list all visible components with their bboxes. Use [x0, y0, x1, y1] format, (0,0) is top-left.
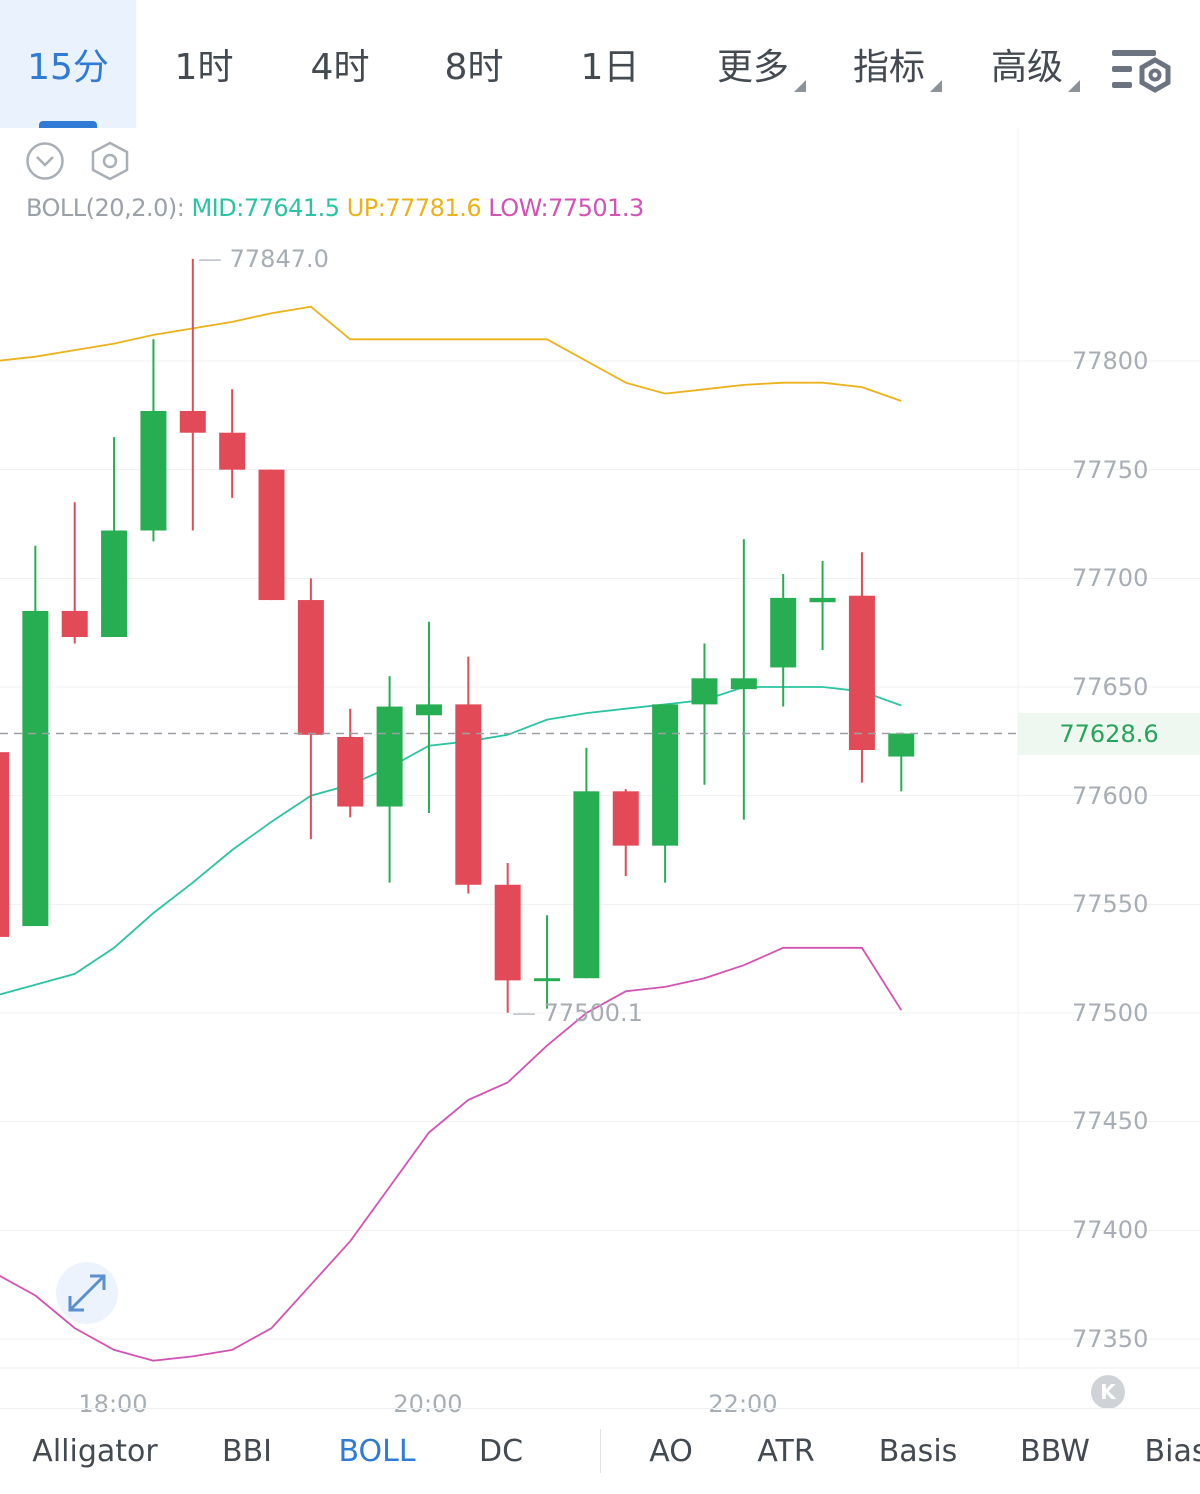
high-marker-value: 77847.0: [229, 245, 329, 273]
candle-down: [612, 791, 639, 846]
indicator-label: ATR: [757, 1434, 815, 1469]
y-tick-label: 77800: [1072, 347, 1149, 375]
boll-up-label: UP:: [346, 194, 386, 222]
hexagon-settings-icon[interactable]: [89, 141, 131, 181]
boll-low-value: 77501.3: [548, 194, 644, 222]
scroll-to-latest-icon[interactable]: K: [1091, 1375, 1125, 1409]
tab-15min[interactable]: 15分: [0, 0, 136, 128]
tab-label: 1时: [174, 47, 234, 88]
candle-down: [61, 610, 88, 638]
y-tick-label: 77650: [1072, 673, 1149, 701]
candle-down: [179, 410, 206, 433]
candle-up: [691, 678, 718, 705]
y-tick-label: 77550: [1072, 890, 1149, 918]
candle-up: [140, 410, 167, 531]
candle-up: [888, 733, 915, 757]
indicator-label: Bias: [1144, 1434, 1200, 1469]
indicator-alligator[interactable]: Alligator: [32, 1409, 157, 1494]
y-tick-label: 77600: [1072, 782, 1149, 810]
indicator-bar: Alligator BBI BOLL DC AO ATR Basis BBW B…: [0, 1408, 1200, 1494]
tab-label: 8时: [444, 47, 504, 88]
indicator-bbw[interactable]: BBW: [1020, 1409, 1090, 1494]
indicator-label: BBI: [221, 1434, 273, 1469]
low-marker: — 77500.1: [512, 999, 643, 1027]
current-price-label: 77628.6: [1018, 713, 1200, 755]
tab-more-dropdown[interactable]: 更多: [700, 0, 806, 128]
candle-down: [297, 600, 324, 735]
boll-low-label: LOW:: [488, 194, 549, 222]
tab-4hour[interactable]: 4时: [276, 0, 404, 128]
y-tick-label: 77700: [1072, 564, 1149, 592]
candle-up: [534, 978, 561, 982]
y-tick-label: 77450: [1072, 1107, 1149, 1135]
tab-label: 更多: [716, 47, 789, 88]
indicator-label: Basis: [878, 1434, 958, 1469]
interval-toolbar: 15分 1时 4时 8时 1日 更多 指标 高级: [0, 0, 1200, 128]
candle-up: [573, 791, 600, 979]
boll-upper-band: [0, 305, 902, 402]
indicator-label: Alligator: [32, 1434, 158, 1469]
indicator-dc[interactable]: DC: [479, 1409, 523, 1494]
x-tick-label: 22:00: [708, 1390, 778, 1418]
chart-area[interactable]: BOLL(20,2.0): MID:77641.5 UP:77781.6 LOW…: [0, 128, 1200, 1418]
boll-up-value: 77781.6: [385, 194, 482, 222]
tab-8hour[interactable]: 8时: [410, 0, 538, 128]
indicator-divider: [600, 1429, 601, 1473]
indicator-boll[interactable]: BOLL: [338, 1409, 415, 1494]
candle-down: [494, 884, 521, 981]
y-tick-label: 77750: [1072, 456, 1149, 484]
candle-up: [376, 706, 403, 807]
candle-down: [258, 469, 285, 601]
x-tick-label: 20:00: [393, 1390, 463, 1418]
candle-down: [0, 752, 9, 937]
low-marker-value: 77500.1: [543, 999, 643, 1027]
indicator-basis[interactable]: Basis: [879, 1409, 958, 1494]
candle-down: [848, 595, 875, 751]
y-tick-label: 77350: [1072, 1325, 1149, 1353]
candle-up: [770, 597, 797, 668]
boll-mid-value: 77641.5: [243, 194, 340, 222]
boll-name: BOLL(20,2.0):: [26, 194, 185, 222]
candle-up: [809, 597, 836, 603]
boll-indicator-legend: BOLL(20,2.0): MID:77641.5 UP:77781.6 LOW…: [26, 194, 644, 222]
chevron-down-circle-icon[interactable]: [25, 141, 65, 181]
indicator-atr[interactable]: ATR: [757, 1409, 814, 1494]
indicator-ao[interactable]: AO: [649, 1409, 693, 1494]
scroll-button-label: K: [1100, 1380, 1116, 1404]
candle-up: [415, 704, 442, 716]
candle-up: [652, 704, 679, 846]
indicator-bias[interactable]: Bias: [1145, 1409, 1200, 1494]
indicator-bbi[interactable]: BBI: [222, 1409, 272, 1494]
tab-indicators-dropdown[interactable]: 指标: [836, 0, 942, 128]
expand-arrows-icon: [68, 1274, 106, 1312]
candle-up: [730, 678, 757, 690]
chart-settings-icon[interactable]: [1110, 42, 1174, 102]
active-tab-indicator: [39, 121, 97, 128]
tab-label: 1日: [580, 47, 640, 88]
expand-button[interactable]: [56, 1262, 118, 1324]
x-tick-label: 18:00: [78, 1390, 148, 1418]
candle-up: [101, 530, 128, 638]
candle-down: [337, 736, 364, 807]
tab-label: 指标: [852, 47, 925, 88]
tab-label: 4时: [310, 47, 370, 88]
boll-mid-label: MID:: [191, 194, 244, 222]
candlestick-chart[interactable]: [0, 128, 1200, 1408]
high-marker: — 77847.0: [198, 245, 329, 273]
y-tick-label: 77400: [1072, 1216, 1149, 1244]
tab-1day[interactable]: 1日: [546, 0, 674, 128]
indicator-label: DC: [478, 1434, 524, 1469]
tab-1hour[interactable]: 1时: [140, 0, 268, 128]
tab-advanced-dropdown[interactable]: 高级: [974, 0, 1080, 128]
indicator-label: BOLL: [338, 1434, 416, 1469]
candle-down: [219, 432, 246, 470]
indicator-label: BBW: [1020, 1434, 1090, 1469]
candle-up: [22, 610, 49, 927]
indicator-label: AO: [649, 1434, 693, 1469]
boll-lower-band: [0, 946, 903, 1362]
y-tick-label: 77500: [1072, 999, 1149, 1027]
tab-label: 15分: [27, 47, 109, 88]
candle-down: [455, 704, 482, 885]
tab-label: 高级: [990, 47, 1063, 88]
